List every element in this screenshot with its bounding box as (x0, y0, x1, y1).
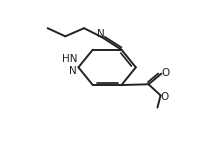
Text: O: O (161, 68, 170, 78)
Text: HN: HN (62, 54, 77, 64)
Text: O: O (161, 92, 169, 102)
Text: N: N (97, 29, 105, 39)
Text: N: N (69, 66, 77, 76)
